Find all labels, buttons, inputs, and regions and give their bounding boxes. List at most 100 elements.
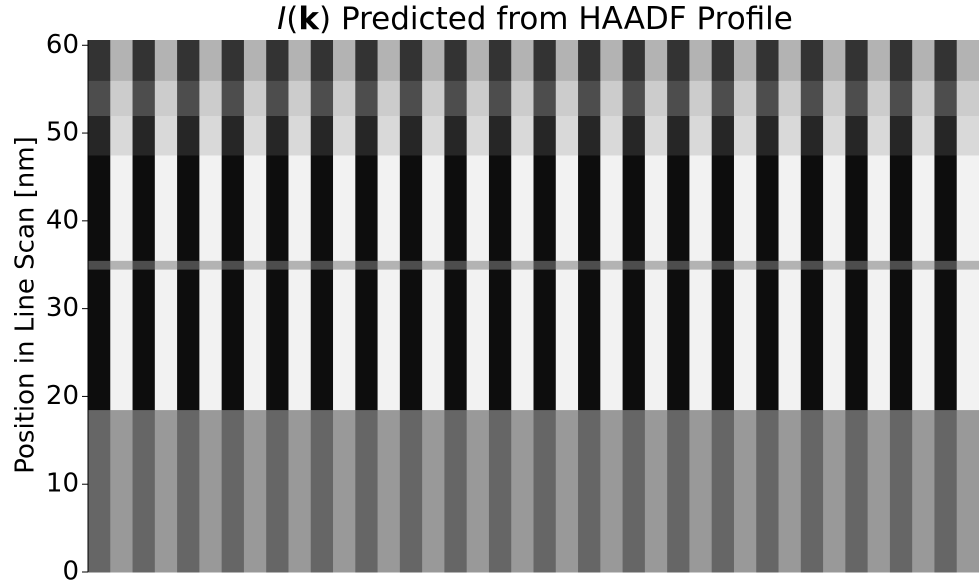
heatmap-cell (756, 115, 779, 155)
heatmap-cell (957, 80, 979, 116)
heatmap-cell (556, 40, 579, 81)
heatmap-cell (378, 410, 401, 573)
heatmap-cell (734, 410, 757, 573)
heatmap-cell (467, 269, 490, 410)
heatmap-cell (199, 115, 222, 155)
heatmap-cell (222, 155, 245, 261)
heatmap-cell (489, 80, 512, 116)
heatmap-cell (934, 269, 957, 410)
heatmap-cell (957, 410, 979, 573)
heatmap-cell (110, 269, 133, 410)
heatmap-cell (133, 40, 156, 81)
heatmap-cell (511, 80, 534, 116)
heatmap-cell (422, 40, 445, 81)
heatmap-cell (355, 269, 378, 410)
heatmap-cell (600, 269, 623, 410)
heatmap-cell (645, 80, 668, 116)
heatmap-cell (355, 115, 378, 155)
heatmap-cell (110, 410, 133, 573)
heatmap-cell (422, 410, 445, 573)
heatmap-cell (600, 410, 623, 573)
heatmap-cell (667, 410, 690, 573)
heatmap-cell (489, 155, 512, 261)
heatmap-cell (689, 260, 712, 269)
heatmap-cell (645, 155, 668, 261)
heatmap-cell (244, 40, 267, 81)
heatmap-cell (400, 260, 423, 269)
y-tick-label: 60 (46, 30, 79, 60)
heatmap-cell (645, 40, 668, 81)
heatmap-cell (556, 155, 579, 261)
heatmap-cell (823, 410, 846, 573)
heatmap-cell (845, 80, 868, 116)
heatmap-cell (801, 80, 824, 116)
heatmap-cell (199, 410, 222, 573)
heatmap-cell (623, 410, 646, 573)
heatmap-cell (422, 80, 445, 116)
heatmap-cell (534, 115, 557, 155)
heatmap-cell (600, 80, 623, 116)
heatmap-cell (177, 410, 200, 573)
chart-title: I(k) Predicted from HAADF Profile (277, 1, 793, 37)
heatmap-cell (556, 410, 579, 573)
heatmap-cell (222, 260, 245, 269)
heatmap-cell (88, 410, 111, 573)
heatmap-cell (912, 80, 935, 116)
y-tick-label: 40 (46, 205, 79, 235)
heatmap-cell (600, 155, 623, 261)
heatmap-cell (667, 115, 690, 155)
heatmap-cell (177, 260, 200, 269)
heatmap-cell (133, 155, 156, 261)
heatmap-cell (133, 115, 156, 155)
heatmap-cell (779, 80, 802, 116)
title-part: ( (286, 1, 298, 37)
heatmap-cell (444, 40, 467, 81)
heatmap-cell (868, 269, 891, 410)
heatmap-cell (511, 155, 534, 261)
heatmap-cell (779, 155, 802, 261)
heatmap-cell (823, 269, 846, 410)
heatmap-cell (266, 269, 289, 410)
heatmap-cell (645, 115, 668, 155)
heatmap-cell (244, 269, 267, 410)
heatmap-cell (333, 40, 356, 81)
heatmap-cell (868, 40, 891, 81)
heatmap-cell (222, 410, 245, 573)
heatmap-cell (378, 40, 401, 81)
heatmap-cell (556, 115, 579, 155)
heatmap-cell (712, 410, 735, 573)
heatmap-cell (667, 80, 690, 116)
heatmap-cell (712, 40, 735, 81)
heatmap-cell (756, 269, 779, 410)
y-tick-label: 0 (62, 557, 79, 583)
heatmap-cell (511, 269, 534, 410)
heatmap-cell (578, 269, 601, 410)
heatmap-cell (378, 80, 401, 116)
heatmap-cell (333, 260, 356, 269)
heatmap-cell (333, 80, 356, 116)
heatmap-cell (266, 410, 289, 573)
heatmap-cell (222, 115, 245, 155)
heatmap-cell (155, 155, 178, 261)
heatmap-cell (489, 269, 512, 410)
heatmap-cell (534, 269, 557, 410)
heatmap-cell (890, 269, 913, 410)
heatmap-cell (712, 260, 735, 269)
heatmap-cell (689, 115, 712, 155)
heatmap-cell (801, 260, 824, 269)
heatmap-cell (199, 155, 222, 261)
heatmap-cell (244, 260, 267, 269)
heatmap-cell (578, 260, 601, 269)
heatmap-cell (689, 40, 712, 81)
heatmap-cell (400, 115, 423, 155)
heatmap-cell (600, 115, 623, 155)
heatmap-cell (868, 410, 891, 573)
heatmap-cell (288, 155, 311, 261)
heatmap-cell (288, 40, 311, 81)
heatmap-cell (444, 80, 467, 116)
title-part: I (277, 1, 286, 37)
heatmap-cell (177, 155, 200, 261)
heatmap-cell (957, 155, 979, 261)
heatmap-cell (868, 260, 891, 269)
heatmap-cell (155, 80, 178, 116)
